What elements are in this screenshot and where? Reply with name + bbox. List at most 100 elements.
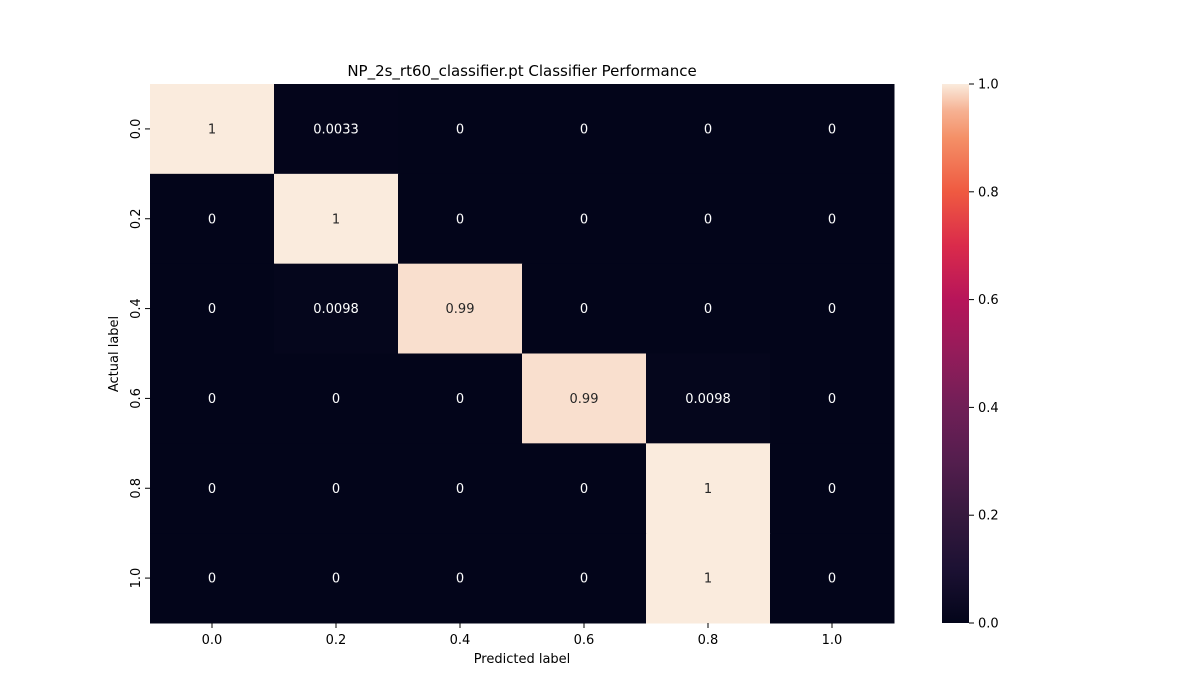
heatmap-cell [398,84,523,175]
cell-value-label: 0 [332,392,340,407]
heatmap-cell [398,443,523,534]
cell-value-label: 0 [580,122,588,137]
heatmap-cell [274,84,399,175]
colorbar-tick-label: 1.0 [978,78,999,93]
heatmap-annotations: 1 0.0033 0 0 0 0 0 1 0 0 0 0 0 0.0098 0.99 0 0 0 0 0 0 0.99 0.… [208,122,836,586]
cell-value-label: 0 [580,572,588,587]
heatmap-cell [770,443,895,534]
cell-value-label: 0 [828,122,836,137]
heatmap-cell [770,263,895,354]
colorbar-tick-label: 0.6 [978,293,999,308]
cell-value-label: 0 [580,482,588,497]
cell-value-label: 0 [332,572,340,587]
y-tick-label: 0.0 [129,119,144,140]
cell-value-label: 0 [208,482,216,497]
cell-value-label: 0 [828,392,836,407]
colorbar-tick-label: 0.2 [978,509,999,524]
colorbar-tick-label: 0.4 [978,401,999,416]
heatmap-cell [150,353,275,444]
cell-value-label: 0 [828,212,836,227]
y-axis-label: Actual label [107,316,122,392]
cell-value-label: 0 [332,482,340,497]
x-tick-label: 0.4 [450,633,471,648]
cell-value-label: 0.0033 [313,122,359,137]
heatmap-cell [646,173,771,265]
heatmap-cell [646,443,771,534]
heatmap-cell [150,443,275,534]
heatmap-cell [522,84,647,175]
y-tick-label: 0.6 [129,388,144,409]
y-tick-label: 0.4 [129,298,144,319]
cell-value-label: 0 [456,212,464,227]
heatmap-cell [646,263,771,354]
x-axis: 0.0 0.2 0.4 0.6 0.8 1.0 [202,623,843,648]
heatmap-cell [274,353,399,444]
y-tick-label: 0.8 [129,478,144,499]
x-tick-label: 0.2 [326,633,347,648]
cell-value-label: 0.99 [446,302,475,317]
cell-value-label: 0 [828,302,836,317]
heatmap-cell [398,263,523,354]
heatmap-cells [150,84,895,624]
cell-value-label: 0 [704,212,712,227]
heatmap-cell [646,353,771,444]
cell-value-label: 0 [208,572,216,587]
heatmap-cell [646,84,771,175]
heatmap-cell [770,84,895,175]
cell-value-label: 0 [456,122,464,137]
cell-value-label: 0 [456,482,464,497]
heatmap-cell [522,353,647,444]
cell-value-label: 0 [456,572,464,587]
x-tick-label: 0.8 [698,633,719,648]
cell-value-label: 0 [208,392,216,407]
heatmap-cell [274,533,399,624]
cell-value-label: 0.0098 [313,302,359,317]
cell-value-label: 0 [704,122,712,137]
heatmap-cell [646,533,771,624]
heatmap-cell [398,353,523,444]
cell-value-label: 0 [208,212,216,227]
y-tick-label: 0.2 [129,208,144,229]
colorbar [942,84,969,623]
cell-value-label: 0 [828,572,836,587]
cell-value-label: 0 [704,302,712,317]
cell-value-label: 0 [580,212,588,227]
heatmap-cell [150,263,275,354]
cell-value-label: 0 [580,302,588,317]
x-tick-label: 1.0 [822,633,843,648]
heatmap-cell [770,173,895,265]
colorbar-tick-label: 0.8 [978,185,999,200]
heatmap-cell [770,353,895,444]
cell-value-label: 0 [456,392,464,407]
cell-value-label: 0 [208,302,216,317]
heatmap-cell [398,533,523,624]
heatmap-cell [150,84,275,175]
colorbar-tick-label: 0.0 [978,617,999,632]
cell-value-label: 1 [332,212,340,227]
x-axis-label: Predicted label [474,652,571,667]
heatmap-cell [522,173,647,265]
heatmap-cell [150,173,275,265]
heatmap-cell [274,263,399,354]
x-tick-label: 0.6 [574,633,595,648]
chart-title: NP_2s_rt60_classifier.pt Classifier Perf… [347,62,696,81]
cell-value-label: 0 [828,482,836,497]
heatmap-cell [274,443,399,534]
cell-value-label: 1 [208,122,216,137]
cell-value-label: 0.0098 [685,392,731,407]
cell-value-label: 1 [704,482,712,497]
y-tick-label: 1.0 [129,568,144,589]
heatmap-cell [522,263,647,354]
heatmap-cell [150,533,275,624]
y-axis: 0.0 0.2 0.4 0.6 0.8 1.0 [129,119,150,589]
heatmap-cell [522,533,647,624]
heatmap-cell [770,533,895,624]
cell-value-label: 1 [704,572,712,587]
x-tick-label: 0.0 [202,633,223,648]
heatmap-cell [522,443,647,534]
cell-value-label: 0.99 [570,392,599,407]
heatmap-cell [274,173,399,265]
heatmap-cell [398,173,523,265]
colorbar-axis: 0.0 0.2 0.4 0.6 0.8 1.0 [969,78,999,632]
